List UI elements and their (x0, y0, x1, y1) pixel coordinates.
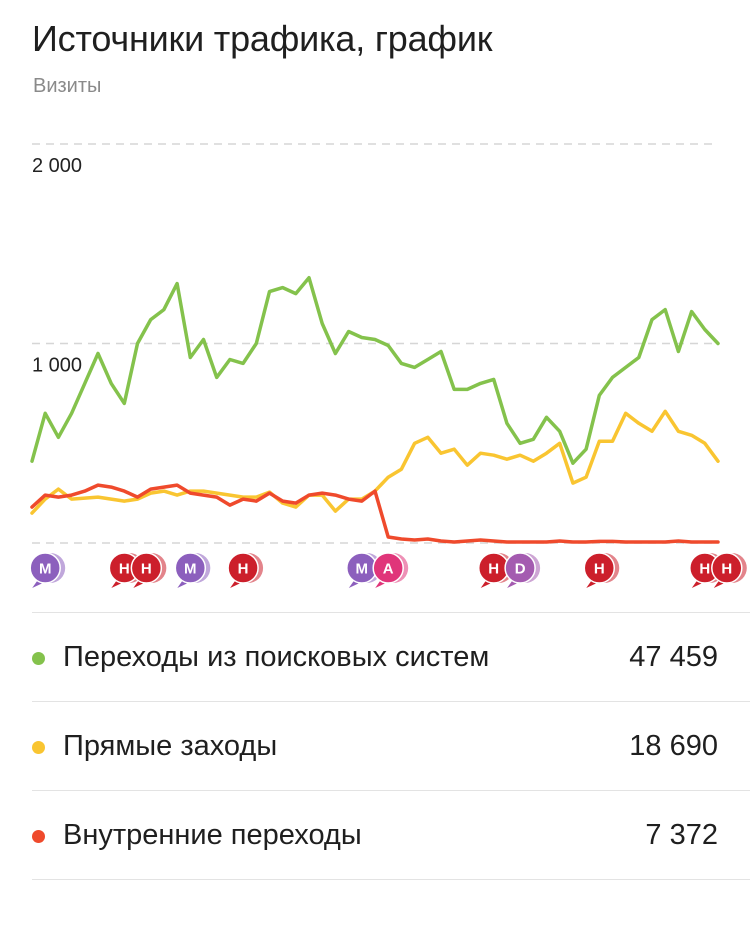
event-marker-label: М (356, 561, 369, 578)
event-marker-bubble (711, 552, 743, 584)
event-marker[interactable]: М (346, 552, 382, 588)
event-marker-label: Н (699, 561, 710, 578)
event-marker-label: А (383, 561, 394, 578)
event-marker-bubble (372, 552, 404, 584)
legend-item-search[interactable]: Переходы из поисковых систем 47 459 (32, 612, 750, 702)
event-marker-label: Н (721, 561, 732, 578)
legend-dot-direct (32, 741, 45, 754)
event-marker-label: М (39, 561, 52, 578)
legend-label: Переходы из поисковых систем (63, 641, 490, 673)
event-marker-label: Н (594, 561, 605, 578)
event-marker-label: Н (141, 561, 152, 578)
event-marker[interactable]: D (504, 552, 541, 588)
chart-grid: 2 000 1 000 (32, 143, 718, 544)
event-marker-bubble (29, 552, 61, 584)
y-tick-label: 1 000 (32, 355, 82, 377)
event-marker-label: Н (119, 561, 130, 578)
page-title: Источники трафика, график (32, 18, 493, 59)
legend-label: Прямые заходы (63, 730, 278, 762)
event-marker[interactable]: Н (583, 552, 620, 588)
chart-series (30, 275, 720, 544)
legend-label: Внутренние переходы (63, 819, 362, 851)
event-marker-bubble (174, 552, 207, 584)
event-marker-bubble (227, 552, 259, 584)
event-marker-label: Н (238, 561, 249, 578)
event-marker-label: D (515, 561, 526, 578)
legend-dot-internal (32, 830, 45, 843)
event-marker[interactable]: Н (477, 552, 514, 588)
legend-value: 7 372 (645, 819, 718, 851)
series-line-2 (30, 483, 720, 544)
legend-item-internal[interactable]: Внутренние переходы 7 372 (32, 791, 750, 880)
chart-subtitle: Визиты (33, 75, 102, 97)
legend-item-direct[interactable]: Прямые заходы 18 690 (32, 702, 750, 791)
event-marker[interactable]: А (372, 552, 409, 588)
legend-value: 47 459 (629, 641, 718, 673)
chart-legend: Переходы из поисковых систем 47 459 Прям… (32, 612, 750, 880)
event-marker-bubble (130, 552, 163, 584)
event-marker-bubble (583, 552, 616, 584)
event-marker[interactable]: М (174, 552, 211, 588)
event-marker[interactable]: М (29, 552, 66, 588)
legend-value: 18 690 (629, 730, 718, 762)
event-marker-bubble (504, 552, 536, 584)
legend-dot-search (32, 652, 45, 665)
y-tick-label: 2 000 (32, 155, 82, 177)
event-marker-label: Н (488, 561, 499, 578)
event-marker[interactable]: Н (227, 552, 264, 588)
event-marker-label: М (184, 561, 197, 578)
series-line-0 (30, 275, 720, 465)
